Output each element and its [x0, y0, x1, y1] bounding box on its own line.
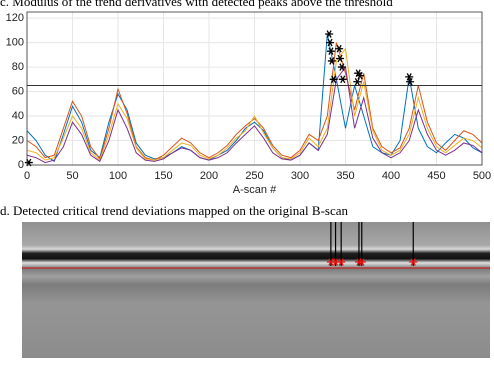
peak-marker — [329, 75, 338, 84]
peak-marker — [326, 38, 335, 47]
peak-marker — [338, 75, 347, 84]
detection-marker — [337, 258, 346, 266]
x-tick-label: 50 — [66, 170, 78, 182]
peak-marker — [326, 47, 335, 55]
x-tick-label: 100 — [109, 170, 127, 182]
bscan-title: d. Detected critical trend deviations ma… — [0, 203, 348, 218]
y-tick-label: 80 — [12, 61, 24, 73]
axes-box — [26, 11, 483, 166]
x-tick-label: 450 — [427, 170, 445, 182]
x-axis-label: A-scan # — [233, 184, 277, 196]
x-tick-label: 200 — [200, 170, 218, 182]
peak-marker — [336, 54, 345, 63]
detection-marker — [357, 258, 366, 266]
series-line — [26, 65, 483, 164]
detection-marker — [409, 258, 418, 266]
x-tick-label: 400 — [382, 170, 400, 182]
y-tick-label: 0 — [18, 159, 24, 171]
peak-marker — [327, 57, 336, 65]
y-tick-label: 60 — [12, 85, 24, 97]
x-tick-label: 350 — [336, 170, 354, 182]
y-tick-label: 20 — [12, 134, 24, 146]
peak-marker — [353, 77, 362, 86]
chart-title: c. Modulus of the trend derivatives with… — [0, 0, 393, 9]
series-line — [26, 33, 483, 163]
bscan-image — [22, 222, 490, 358]
y-tick-label: 120 — [6, 12, 24, 24]
peak-marker — [356, 71, 365, 80]
y-tick-label: 40 — [12, 110, 24, 122]
x-tick-label: 250 — [245, 170, 263, 182]
x-tick-label: 0 — [24, 170, 30, 182]
x-tick-label: 300 — [291, 170, 309, 182]
series-line — [26, 47, 483, 161]
peak-marker — [337, 63, 346, 71]
peak-marker — [406, 77, 415, 86]
peak-marker — [335, 44, 344, 53]
peak-marker — [325, 30, 334, 38]
x-tick-label: 150 — [154, 170, 172, 182]
x-tick-label: 500 — [473, 170, 491, 182]
y-tick-label: 100 — [6, 37, 24, 49]
series-line — [26, 42, 483, 161]
